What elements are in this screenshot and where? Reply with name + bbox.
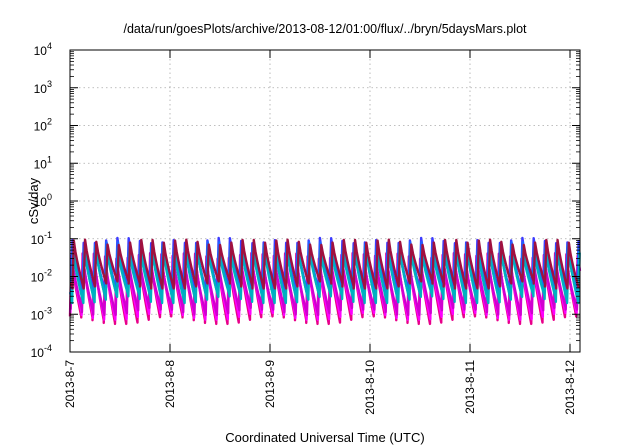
x-axis-label: Coordinated Universal Time (UTC) — [225, 430, 424, 445]
y-tick-label: 10-1 — [31, 230, 52, 247]
y-tick-label: 10-3 — [31, 305, 52, 322]
y-tick-label: 104 — [34, 41, 52, 58]
x-tick-label: 2013-8-8 — [163, 360, 177, 408]
series-line — [69, 238, 580, 290]
series-line — [69, 247, 581, 305]
series-line — [69, 257, 582, 317]
x-tick-label: 2013-8-11 — [463, 360, 477, 414]
series-layer — [68, 236, 582, 326]
y-tick-label: 10-2 — [31, 268, 52, 285]
x-tick-label: 2013-8-7 — [63, 360, 77, 408]
y-tick-label: 103 — [34, 79, 52, 96]
y-tick-label: 102 — [34, 117, 52, 134]
x-tick-label: 2013-8-9 — [263, 360, 277, 408]
x-tick-label: 2013-8-10 — [363, 360, 377, 415]
y-axis-label: cSv/day — [26, 177, 41, 224]
grid-layer — [70, 50, 580, 352]
x-tick-label: 2013-8-12 — [563, 360, 577, 415]
y-tick-label: 10-4 — [31, 343, 52, 360]
chart-title: /data/run/goesPlots/archive/2013-08-12/0… — [123, 22, 527, 36]
y-tick-label: 101 — [34, 154, 52, 171]
